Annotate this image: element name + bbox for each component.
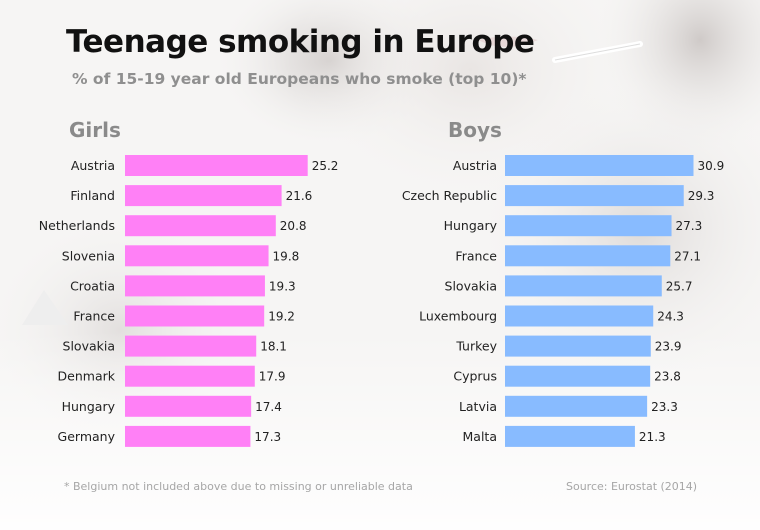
girls-bar: [125, 155, 308, 176]
girls-bar-chart: Austria 25.2 Finland 21.6 Netherlands 20.8 Slo…: [39, 155, 339, 447]
boys-category-label: Latvia: [459, 399, 497, 414]
chart-title: Teenage smoking in Europe: [66, 24, 535, 60]
boys-value-label: 23.3: [651, 400, 678, 414]
boys-value-label: 23.9: [655, 340, 682, 354]
girls-value-label: 25.2: [312, 159, 339, 173]
boys-category-label: Malta: [463, 429, 497, 444]
girls-category-label: Denmark: [58, 369, 116, 384]
boys-category-label: Cyprus: [453, 369, 497, 384]
girls-category-label: Netherlands: [39, 218, 115, 233]
source-note: Source: Eurostat (2014): [566, 480, 698, 493]
boys-bar: [505, 275, 662, 297]
chart-subtitle: % of 15-19 year old Europeans who smoke …: [72, 70, 527, 88]
boys-value-label: 21.3: [639, 430, 666, 444]
boys-category-label: Slovakia: [445, 278, 497, 293]
girls-value-label: 19.2: [268, 310, 295, 324]
boys-bar: [505, 245, 671, 267]
girls-value-label: 17.9: [259, 370, 286, 384]
girls-category-label: Hungary: [62, 399, 116, 414]
boys-value-label: 25.7: [666, 279, 693, 293]
girls-bar: [125, 365, 255, 387]
boys-category-label: France: [455, 248, 497, 263]
boys-value-label: 24.3: [657, 310, 684, 324]
boys-bar-chart: Austria 30.9 Czech Republic 29.3 Hungary 27.3…: [402, 155, 724, 447]
boys-panel-title: Boys: [448, 118, 502, 142]
footnote: * Belgium not included above due to miss…: [64, 480, 413, 493]
girls-value-label: 19.8: [273, 249, 300, 263]
girls-panel-title: Girls: [69, 118, 121, 142]
girls-bar: [125, 335, 257, 357]
girls-value-label: 21.6: [286, 189, 313, 203]
girls-category-label: Germany: [58, 429, 116, 444]
girls-category-label: Slovakia: [63, 339, 115, 354]
girls-value-label: 18.1: [260, 340, 287, 354]
boys-bar: [505, 365, 651, 387]
girls-category-label: France: [73, 309, 115, 324]
boys-value-label: 27.3: [676, 219, 703, 233]
girls-value-label: 19.3: [269, 279, 296, 293]
boys-bar: [505, 215, 672, 237]
boys-bar: [505, 335, 651, 357]
girls-bar: [125, 425, 251, 447]
girls-bar: [125, 185, 282, 207]
girls-bar: [125, 275, 265, 297]
boys-value-label: 27.1: [674, 249, 701, 263]
boys-value-label: 29.3: [688, 189, 715, 203]
boys-category-label: Luxembourg: [419, 309, 497, 324]
boys-bar: [505, 425, 635, 447]
boys-category-label: Austria: [453, 158, 497, 173]
boys-category-label: Turkey: [455, 339, 497, 354]
boys-bar: [505, 305, 654, 327]
girls-value-label: 17.3: [254, 430, 281, 444]
girls-bar: [125, 245, 269, 267]
boys-bar: [505, 395, 648, 417]
boys-bar: [505, 155, 694, 176]
girls-value-label: 17.4: [255, 400, 282, 414]
boys-value-label: 30.9: [697, 159, 724, 173]
girls-category-label: Slovenia: [62, 248, 115, 263]
girls-category-label: Finland: [70, 188, 115, 203]
girls-bar: [125, 305, 265, 327]
girls-value-label: 20.8: [280, 219, 307, 233]
girls-category-label: Austria: [71, 158, 115, 173]
boys-category-label: Czech Republic: [402, 188, 497, 203]
boys-value-label: 23.8: [654, 370, 681, 384]
girls-bar: [125, 215, 276, 237]
girls-category-label: Croatia: [70, 278, 115, 293]
boys-bar: [505, 185, 684, 207]
girls-bar: [125, 395, 252, 417]
boys-category-label: Hungary: [444, 218, 498, 233]
